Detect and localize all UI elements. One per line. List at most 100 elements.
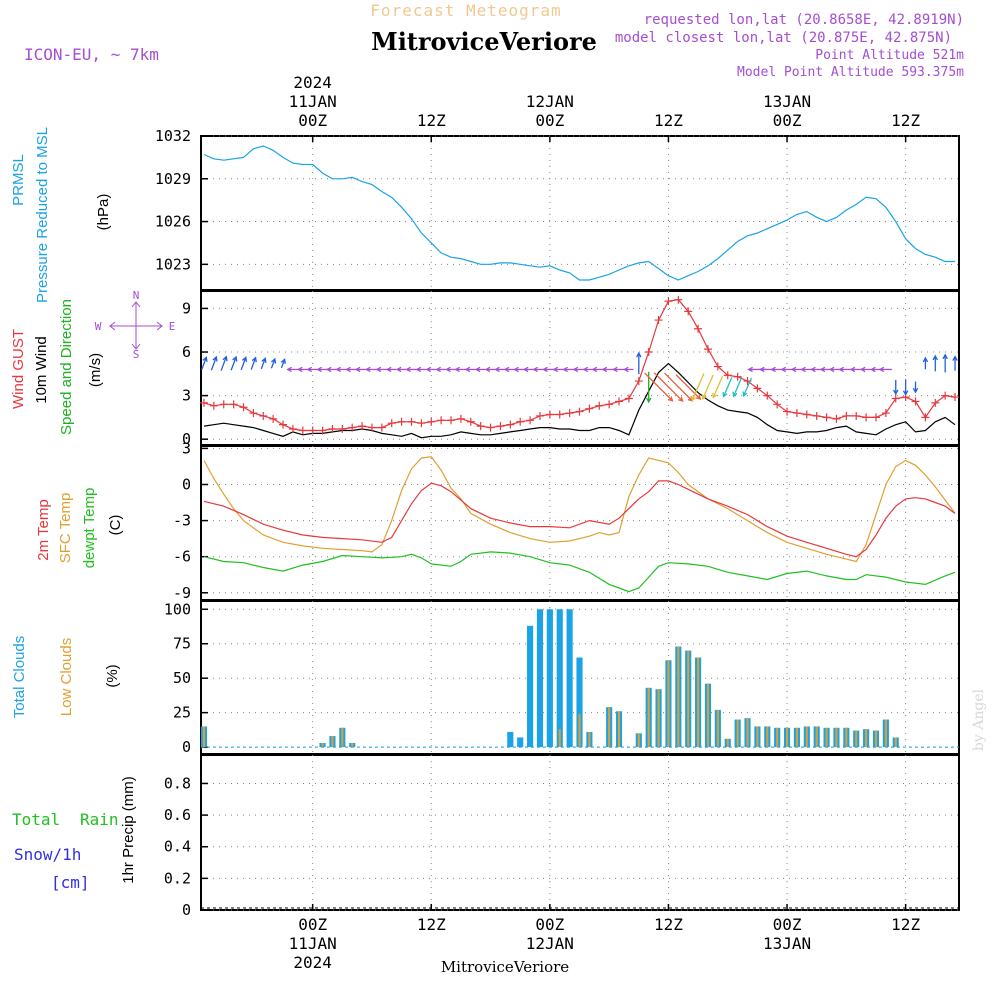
gust-marker [308, 426, 317, 435]
low-cloud-bar [321, 742, 324, 748]
wind-direction-arrow [722, 376, 733, 398]
wind-direction-arrow [712, 376, 724, 399]
arrow-shaft [230, 356, 237, 371]
arrow-head [591, 366, 598, 373]
arrow-shaft [220, 356, 227, 371]
low-cloud-bar [647, 687, 650, 748]
arrow-head [623, 366, 629, 373]
gust-marker [209, 401, 218, 410]
wind-direction-arrow [280, 358, 286, 369]
arrow-shaft [732, 377, 743, 397]
arrow-shaft [201, 357, 207, 371]
time-tick-label: 12Z [417, 111, 446, 130]
wind-direction-arrow [612, 366, 625, 373]
gust-marker [486, 423, 495, 432]
arrow-head [870, 366, 876, 373]
low-cloud-bar [865, 729, 868, 748]
panel-frame-0 [200, 135, 960, 291]
gust-marker [595, 401, 604, 410]
gust-marker [466, 417, 475, 426]
arrow-head [722, 392, 728, 398]
gust-marker [437, 416, 446, 425]
compass-e: E [169, 320, 176, 333]
y-tick-label: -9 [173, 584, 191, 602]
wind-direction-arrow [859, 366, 872, 373]
arrow-head [893, 389, 899, 396]
time-tick-label: 00Z [773, 111, 802, 130]
gust-marker [377, 423, 386, 432]
low-cloud-bar [716, 709, 719, 748]
gust-marker [199, 398, 208, 407]
gust-marker [417, 419, 426, 428]
wind-direction-arrow [385, 366, 397, 373]
arrow-head [838, 366, 844, 373]
temp-labels: 2m Temp SFC Temp dewpt Temp (C) [35, 488, 124, 569]
arrow-shaft [712, 376, 724, 398]
closest-coords: model closest lon,lat (20.875E, 42.875N) [615, 30, 952, 46]
y-tick-label: 0.2 [164, 869, 191, 887]
arrow-head [932, 354, 939, 361]
gust-marker [605, 400, 614, 409]
gust-marker [279, 420, 288, 429]
gust-marker [447, 416, 456, 425]
arrow-head [878, 366, 885, 373]
arrow-head [695, 394, 702, 400]
gust-marker [852, 411, 861, 420]
low-cloud-bar [677, 646, 680, 748]
footer-station: MitroviceVeriore [441, 958, 569, 976]
arrow-head [251, 356, 257, 363]
arrow-head [645, 397, 652, 404]
time-tick-label: 11JAN [289, 92, 337, 111]
arrow-head [435, 366, 441, 373]
time-tick-label: 00Z [298, 915, 327, 934]
y-tick-label: 0 [182, 476, 191, 494]
low-cloud-bar [657, 689, 660, 748]
arrow-head [280, 358, 286, 364]
temp-unit: (C) [107, 515, 124, 536]
low-cloud-bar [736, 719, 739, 748]
arrow-head [819, 366, 826, 373]
wind-direction-arrow [306, 366, 318, 373]
y-tick-label: 0.4 [164, 838, 191, 856]
station-title: MitroviceVeriore [371, 27, 597, 56]
pressure-label-2: Pressure Reduced to MSL [34, 127, 51, 303]
low-cloud-bar [202, 726, 206, 748]
total-cloud-bar [507, 731, 514, 748]
wind-label: 10m Wind [33, 336, 50, 404]
gust-marker [713, 362, 722, 371]
time-tick-label: 2024 [293, 73, 332, 92]
low-cloud-bar [578, 714, 581, 748]
low-cloud-bar [608, 707, 611, 748]
gust-marker [585, 404, 594, 413]
wind-direction-arrow [675, 374, 702, 400]
wind-labels: Wind GUST 10m Wind Speed and Direction (… [10, 289, 175, 435]
gust-marker [753, 384, 762, 393]
gust-marker [694, 324, 703, 333]
gust-marker [941, 391, 950, 400]
time-tick-label: 12Z [417, 915, 446, 934]
time-tick-label: 12JAN [526, 934, 574, 953]
arrow-head [790, 366, 797, 373]
gust-marker [615, 397, 624, 406]
low-cloud-bar [815, 726, 818, 748]
gust-marker [229, 400, 238, 409]
wind-direction-arrow [220, 355, 228, 371]
compass-rose-icon [109, 301, 163, 350]
wind-direction-arrow [912, 381, 919, 394]
arrow-head [701, 394, 707, 401]
low-cloud-bar [637, 733, 640, 748]
total-label: Total [12, 810, 60, 829]
gust-marker [802, 410, 811, 419]
pressure-label-1: PRMSL [10, 154, 27, 206]
arrow-head [562, 366, 568, 373]
gust-marker [269, 414, 278, 423]
low-cloud-bar [825, 727, 828, 748]
gust-marker [496, 422, 505, 431]
y-tick-label: 3 [182, 439, 191, 457]
low-cloud-bar [756, 726, 759, 748]
gust-marker [654, 316, 663, 325]
y-tick-label: 1026 [155, 213, 191, 231]
arrow-head [522, 366, 529, 373]
wind-direction-arrow [922, 356, 929, 370]
t2m-label: 2m Temp [35, 499, 52, 560]
